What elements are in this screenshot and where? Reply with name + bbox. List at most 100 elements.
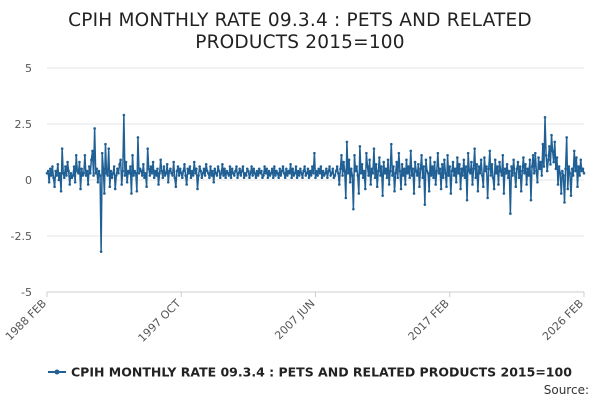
- data-point: [151, 160, 155, 164]
- data-point: [191, 174, 195, 177]
- data-point: [279, 174, 283, 177]
- data-point: [169, 167, 172, 171]
- data-point: [258, 171, 262, 175]
- data-point: [140, 174, 144, 177]
- data-point: [422, 165, 426, 168]
- data-point: [530, 165, 534, 168]
- data-point: [349, 167, 353, 171]
- data-point: [120, 183, 123, 186]
- data-point: [135, 189, 139, 193]
- data-point: [441, 176, 445, 180]
- data-point: [320, 176, 324, 180]
- data-point: [425, 169, 429, 173]
- data-point: [306, 167, 310, 171]
- legend[interactable]: CPIH MONTHLY RATE 09.3.4 : PETS AND RELA…: [48, 365, 572, 380]
- data-point: [357, 192, 361, 195]
- data-point: [492, 187, 496, 191]
- data-point: [163, 174, 167, 177]
- data-point: [295, 176, 299, 180]
- data-point: [368, 158, 371, 162]
- data-point: [322, 174, 326, 177]
- data-point: [511, 174, 514, 177]
- data-point: [276, 171, 279, 175]
- data-point: [126, 169, 130, 173]
- data-point: [239, 174, 243, 177]
- data-point: [80, 167, 83, 171]
- data-point: [446, 154, 449, 157]
- data-point: [339, 167, 342, 171]
- data-point: [162, 165, 166, 168]
- data-point: [496, 165, 499, 168]
- data-point: [125, 180, 129, 184]
- data-point: [186, 167, 190, 171]
- data-point: [380, 165, 383, 168]
- data-point: [512, 158, 515, 162]
- data-point: [358, 145, 362, 148]
- data-point: [419, 167, 422, 171]
- y-tick-label: 0: [25, 174, 32, 187]
- data-point: [166, 180, 170, 184]
- data-point: [293, 171, 297, 175]
- data-point: [470, 160, 473, 164]
- data-point: [159, 158, 162, 162]
- data-point: [301, 176, 304, 180]
- data-point: [438, 167, 442, 171]
- data-point: [360, 163, 364, 166]
- data-point: [465, 198, 469, 202]
- data-point: [236, 176, 239, 180]
- data-point: [567, 165, 571, 168]
- data-point: [284, 167, 288, 171]
- data-point: [427, 189, 431, 193]
- data-point: [460, 167, 463, 171]
- data-point: [378, 156, 381, 159]
- data-point: [273, 165, 276, 168]
- data-point: [412, 192, 416, 195]
- data-point: [332, 176, 336, 180]
- data-point: [292, 174, 296, 177]
- data-point: [491, 176, 495, 180]
- data-point: [571, 174, 575, 177]
- data-point: [181, 176, 184, 180]
- data-point: [176, 165, 180, 168]
- data-point: [205, 169, 209, 173]
- data-point: [421, 176, 424, 180]
- data-point: [201, 171, 205, 175]
- data-point: [524, 163, 527, 166]
- data-point: [182, 169, 185, 173]
- data-point: [175, 169, 179, 173]
- data-point: [274, 174, 277, 177]
- data-point: [347, 158, 351, 162]
- data-point: [452, 174, 456, 177]
- data-point: [76, 169, 79, 173]
- data-point: [400, 163, 404, 166]
- data-point: [440, 163, 444, 166]
- data-point: [157, 183, 160, 186]
- data-point: [334, 169, 338, 173]
- data-point: [459, 187, 462, 191]
- data-point: [138, 167, 142, 171]
- data-point: [84, 174, 88, 177]
- data-point: [302, 169, 305, 173]
- data-point: [325, 167, 328, 171]
- data-point: [56, 163, 60, 166]
- data-point: [453, 167, 457, 171]
- data-point: [476, 189, 480, 193]
- data-point: [305, 171, 309, 175]
- data-point: [218, 176, 222, 180]
- data-point: [572, 149, 576, 153]
- data-point: [414, 169, 418, 173]
- data-point: [326, 176, 329, 180]
- data-point: [515, 167, 519, 171]
- data-point: [423, 203, 427, 206]
- data-point: [483, 156, 486, 159]
- data-point: [471, 183, 474, 186]
- data-point: [79, 187, 82, 191]
- data-point: [254, 176, 258, 180]
- data-point: [373, 176, 377, 180]
- data-point: [335, 165, 339, 168]
- data-point: [374, 163, 378, 166]
- data-point: [386, 158, 390, 162]
- data-point: [152, 176, 156, 180]
- data-point: [370, 167, 374, 171]
